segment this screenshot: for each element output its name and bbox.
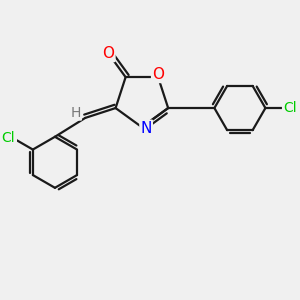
- Text: Cl: Cl: [283, 101, 297, 115]
- Text: Cl: Cl: [2, 131, 15, 146]
- Text: O: O: [102, 46, 114, 61]
- Text: H: H: [70, 106, 81, 120]
- Text: N: N: [140, 121, 152, 136]
- Text: O: O: [152, 67, 164, 82]
